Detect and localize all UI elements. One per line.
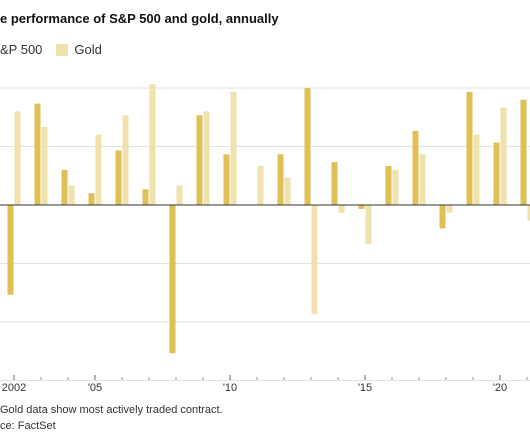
bar-gold-2009 [203, 111, 210, 205]
x-tick-label-2020: '20 [493, 382, 507, 394]
bar-gold-2018 [446, 205, 453, 213]
bar-gold-2019 [473, 134, 480, 205]
bar-sp500-2007 [142, 189, 149, 205]
bar-sp500-2004 [61, 169, 68, 205]
bar-sp500-2008 [169, 205, 176, 354]
bar-gold-2005 [95, 134, 102, 205]
bar-gold-2010 [230, 91, 237, 205]
bar-sp500-2014 [331, 162, 338, 205]
bar-sp500-2012 [277, 154, 284, 205]
bar-gold-2015 [365, 205, 372, 244]
bar-gold-2006 [122, 115, 129, 205]
bar-gold-2020 [500, 107, 507, 205]
bar-sp500-2017 [412, 130, 419, 205]
bar-sp500-2006 [115, 150, 122, 205]
bar-sp500-2002 [7, 205, 14, 295]
bar-gold-2012 [284, 177, 291, 205]
bar-gold-2007 [149, 84, 156, 205]
bar-gold-2017 [419, 154, 426, 205]
x-tick-label-2005: '05 [88, 382, 102, 394]
chart-source: ce: FactSet [0, 420, 56, 432]
bar-gold-2008 [176, 185, 183, 205]
bar-gold-2011 [257, 166, 264, 205]
bar-sp500-2020 [493, 142, 500, 205]
bar-sp500-2015 [358, 205, 365, 209]
bar-sp500-2009 [196, 115, 203, 205]
bar-gold-2021 [527, 205, 530, 221]
legend-swatch-gold [56, 43, 69, 56]
legend: &P 500 Gold [0, 42, 116, 57]
bar-gold-2002 [14, 111, 21, 205]
legend-item-gold: Gold [56, 42, 102, 57]
bar-gold-2016 [392, 169, 399, 205]
bar-gold-2004 [68, 185, 75, 205]
x-tick-label-2015: '15 [358, 382, 372, 394]
x-tick-label-2002: 2002 [2, 382, 26, 394]
bar-sp500-2016 [385, 166, 392, 205]
bar-sp500-2003 [34, 103, 41, 205]
x-tick-label-2010: '10 [223, 382, 237, 394]
legend-item-sp500: &P 500 [0, 42, 42, 57]
chart-note: Gold data show most actively traded cont… [0, 404, 223, 416]
bar-sp500-2005 [88, 193, 95, 205]
bar-sp500-2019 [466, 91, 473, 205]
bar-sp500-2018 [439, 205, 446, 229]
chart-title: e performance of S&P 500 and gold, annua… [0, 11, 279, 26]
legend-label-sp500: &P 500 [0, 42, 43, 57]
bar-gold-2003 [41, 127, 48, 205]
legend-label-gold: Gold [74, 42, 102, 57]
bar-sp500-2010 [223, 154, 230, 205]
bar-sp500-2013 [304, 88, 311, 205]
bar-sp500-2021 [520, 99, 527, 205]
bar-gold-2013 [311, 205, 318, 315]
bar-gold-2014 [338, 205, 345, 213]
